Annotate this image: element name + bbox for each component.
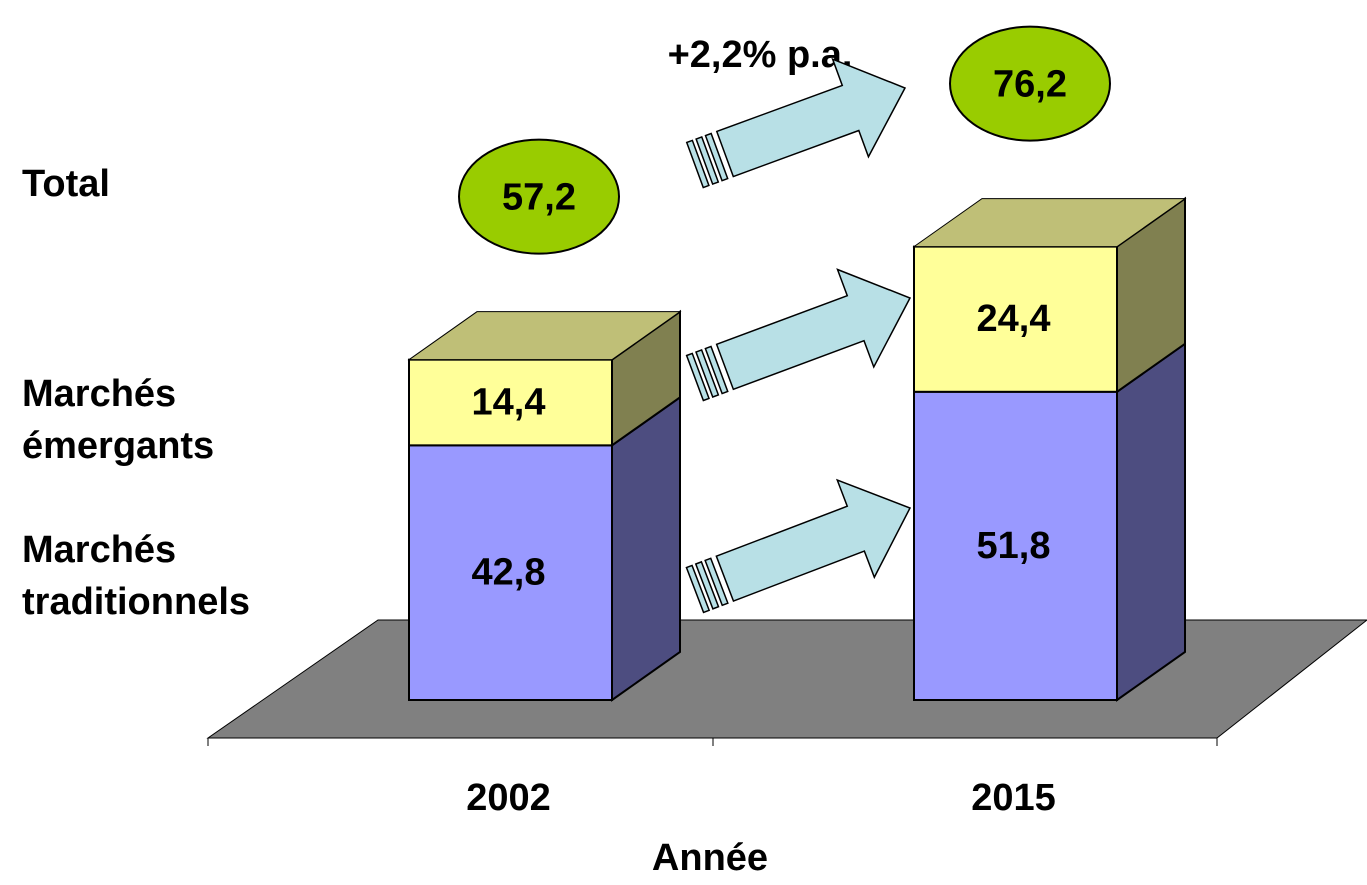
bar xyxy=(408,358,613,447)
floor xyxy=(206,619,1367,739)
total-bubble xyxy=(949,25,1111,142)
value-label: 51,8 xyxy=(977,525,1051,567)
legend-label: Marchés émergants xyxy=(22,373,215,467)
arrow xyxy=(715,268,912,391)
bar-top xyxy=(912,198,1187,248)
annotation: +2,2% p.a. xyxy=(668,34,853,76)
arrow-stripe xyxy=(704,132,729,182)
bar-side xyxy=(611,395,681,702)
bar xyxy=(913,390,1118,701)
bar xyxy=(913,245,1118,393)
x-tick-label: 2002 xyxy=(466,777,551,819)
arrow-stripe xyxy=(694,560,720,610)
arrow xyxy=(715,478,912,602)
total-label: 76,2 xyxy=(993,64,1067,106)
arrow xyxy=(715,57,907,178)
arrow-stripe xyxy=(685,139,710,189)
value-label: 42,8 xyxy=(472,552,546,594)
arrow-stripe xyxy=(704,557,729,607)
arrow-stripe xyxy=(695,135,720,186)
arrow-stripe xyxy=(685,564,711,614)
total-label: Total xyxy=(22,163,110,205)
legend-label: Marchés traditionnels xyxy=(22,529,251,623)
value-label: 24,4 xyxy=(977,298,1051,340)
bar-top xyxy=(407,311,682,361)
x-axis-label: Année xyxy=(652,837,768,879)
arrow-stripe xyxy=(695,348,720,398)
value-label: 14,4 xyxy=(472,382,546,424)
x-tick-label: 2015 xyxy=(971,777,1056,819)
total-label: 57,2 xyxy=(502,177,576,219)
bar-side xyxy=(1116,341,1186,702)
arrow-stripe xyxy=(704,345,729,395)
arrow-stripe xyxy=(685,352,710,402)
total-bubble xyxy=(458,138,620,255)
